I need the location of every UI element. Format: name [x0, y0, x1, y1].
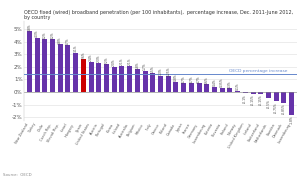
Bar — [104, 64, 109, 92]
Bar — [266, 92, 271, 98]
Text: 0.7%: 0.7% — [182, 75, 186, 83]
Bar — [220, 88, 225, 92]
Bar — [274, 92, 279, 101]
Bar — [250, 92, 256, 94]
Text: 0.35%: 0.35% — [220, 77, 224, 87]
Bar — [127, 66, 132, 92]
Bar — [204, 84, 209, 92]
Bar — [112, 67, 117, 92]
Text: Source:  OECD: Source: OECD — [3, 173, 32, 177]
Bar — [58, 44, 63, 92]
Text: 1.25%: 1.25% — [166, 66, 170, 76]
Text: -0.15%: -0.15% — [259, 94, 263, 105]
Text: 0.6%: 0.6% — [205, 76, 209, 84]
Bar — [135, 69, 140, 92]
Text: 0.4%: 0.4% — [212, 79, 217, 87]
Bar — [142, 70, 148, 92]
Text: -0.85%: -0.85% — [282, 103, 286, 114]
Text: 3.8%: 3.8% — [58, 36, 62, 44]
Text: 0.7%: 0.7% — [189, 75, 193, 83]
Bar — [281, 92, 286, 103]
Text: 2.1%: 2.1% — [120, 57, 124, 65]
Bar — [289, 92, 294, 115]
Bar — [173, 82, 178, 92]
Text: 2.4%: 2.4% — [89, 54, 93, 61]
Bar — [227, 88, 232, 92]
Bar — [34, 38, 40, 92]
Text: 4.2%: 4.2% — [50, 31, 55, 38]
Bar — [235, 91, 240, 92]
Bar — [65, 45, 70, 92]
Bar — [158, 76, 163, 92]
Text: 2.6%: 2.6% — [81, 51, 86, 59]
Bar — [27, 32, 32, 92]
Text: 1.3%: 1.3% — [158, 68, 163, 75]
Text: 3.1%: 3.1% — [74, 45, 78, 52]
Bar — [166, 76, 171, 92]
Bar — [258, 92, 263, 94]
Bar — [50, 39, 55, 92]
Bar — [81, 59, 86, 92]
Text: 0.1%: 0.1% — [236, 83, 240, 90]
Text: 3.7%: 3.7% — [66, 37, 70, 45]
Text: 4.3%: 4.3% — [35, 30, 39, 37]
Text: 0.8%: 0.8% — [174, 74, 178, 81]
Text: -1.8%: -1.8% — [290, 115, 294, 124]
Text: 1.5%: 1.5% — [151, 65, 155, 73]
Text: 0.7%: 0.7% — [197, 75, 201, 83]
Text: OECD fixed (wired) broadband penetration (per 100 inhabitants),  percentage incr: OECD fixed (wired) broadband penetration… — [24, 10, 293, 20]
Text: 2.1%: 2.1% — [128, 57, 132, 65]
Bar — [243, 92, 248, 93]
Bar — [42, 39, 47, 92]
Text: 0.3%: 0.3% — [228, 80, 232, 88]
Text: 1.7%: 1.7% — [143, 62, 147, 70]
Bar — [88, 62, 94, 92]
Bar — [150, 73, 155, 92]
Bar — [73, 53, 78, 92]
Text: 4.8%: 4.8% — [27, 23, 32, 31]
Bar — [181, 83, 186, 92]
Text: 2.2%: 2.2% — [104, 56, 109, 64]
Text: -0.15%: -0.15% — [251, 94, 255, 105]
Bar — [196, 83, 202, 92]
Text: -0.5%: -0.5% — [266, 99, 271, 108]
Text: 4.2%: 4.2% — [43, 31, 47, 38]
Text: 2.3%: 2.3% — [97, 55, 101, 62]
Text: OECD percentage increase: OECD percentage increase — [229, 69, 288, 73]
Bar — [189, 83, 194, 92]
Text: 1.8%: 1.8% — [135, 61, 140, 69]
Bar — [212, 87, 217, 92]
Text: -0.75%: -0.75% — [274, 102, 278, 113]
Bar — [119, 66, 124, 92]
Text: 2.0%: 2.0% — [112, 59, 116, 66]
Bar — [96, 63, 101, 92]
Text: -0.1%: -0.1% — [243, 94, 247, 103]
